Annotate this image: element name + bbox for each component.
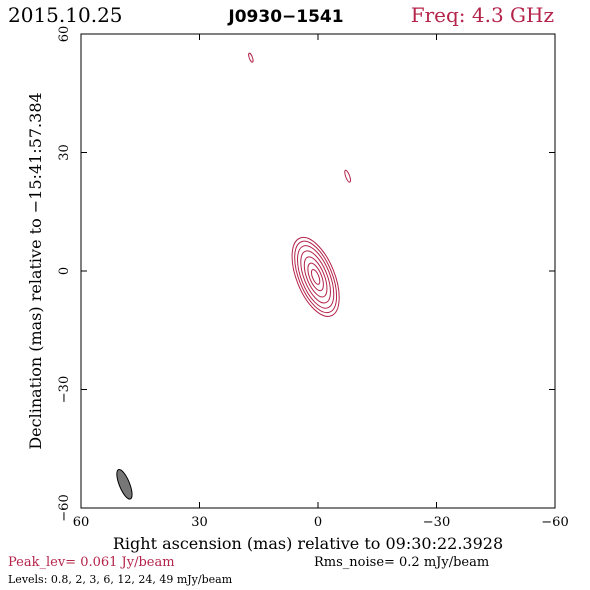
contour-level [294, 240, 338, 314]
frequency-label: Freq: 4.3 GHz [411, 3, 554, 27]
x-tick-label: 60 [73, 515, 90, 530]
beam-shape [116, 469, 133, 500]
contour-level [303, 256, 328, 298]
observation-date: 2015.10.25 [8, 3, 123, 27]
axis-ticks [80, 33, 556, 509]
x-axis-label: Right ascension (mas) relative to 09:30:… [113, 534, 503, 553]
y-tick-label: 30 [57, 144, 72, 161]
y-tick-labels: 60 30 0 −30 −60 [57, 26, 72, 522]
x-tick-label: −30 [423, 515, 450, 530]
x-tick-labels: 60 30 0 −30 −60 [73, 515, 569, 530]
plot-frame [80, 33, 556, 509]
contour-levels: Levels: 0.8, 2, 3, 6, 12, 24, 49 mJy/bea… [8, 573, 233, 586]
y-tick-label: 0 [57, 267, 72, 275]
contour-level [297, 245, 335, 309]
y-tick-label: −60 [57, 494, 72, 521]
contour-level [307, 262, 324, 292]
beam-ellipse [116, 469, 133, 500]
contour-level [291, 236, 340, 317]
x-tick-label: 30 [191, 515, 208, 530]
contour-level [310, 269, 321, 285]
rms-noise: Rms_noise= 0.2 mJy/beam [314, 555, 489, 570]
y-tick-label: 60 [57, 26, 72, 43]
contour-lines [248, 52, 351, 317]
source-name: J0930−1541 [227, 7, 343, 27]
x-tick-label: −60 [541, 515, 568, 530]
secondary-component [344, 169, 351, 183]
x-tick-label: 0 [314, 515, 322, 530]
y-axis-label: Declination (mas) relative to −15:41:57.… [26, 92, 45, 449]
secondary-component [248, 52, 254, 63]
y-tick-label: −30 [57, 376, 72, 403]
peak-level: Peak_lev= 0.061 Jy/beam [8, 555, 175, 570]
contour-level [300, 250, 331, 304]
